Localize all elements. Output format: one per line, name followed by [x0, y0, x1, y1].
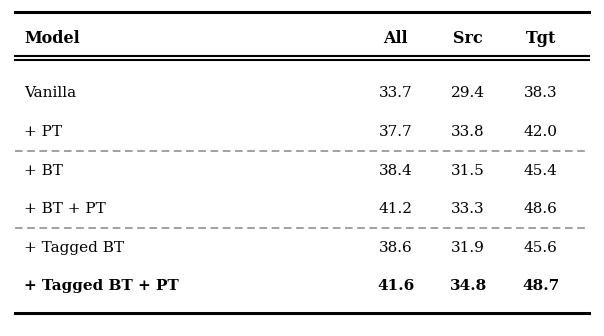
- Text: 37.7: 37.7: [379, 125, 413, 139]
- Text: + BT: + BT: [24, 164, 63, 177]
- Text: 45.6: 45.6: [524, 241, 557, 255]
- Text: Model: Model: [24, 30, 80, 47]
- Text: 31.9: 31.9: [451, 241, 485, 255]
- Text: 29.4: 29.4: [451, 86, 485, 100]
- Text: Vanilla: Vanilla: [24, 86, 76, 100]
- Text: 34.8: 34.8: [449, 280, 487, 293]
- Text: Src: Src: [453, 30, 483, 47]
- Text: 48.7: 48.7: [522, 280, 559, 293]
- Text: 41.2: 41.2: [379, 202, 413, 216]
- Text: 38.6: 38.6: [379, 241, 413, 255]
- Text: 38.4: 38.4: [379, 164, 413, 177]
- Text: 45.4: 45.4: [524, 164, 557, 177]
- Text: 41.6: 41.6: [377, 280, 414, 293]
- Text: 42.0: 42.0: [524, 125, 557, 139]
- Text: 33.8: 33.8: [451, 125, 485, 139]
- Text: 48.6: 48.6: [524, 202, 557, 216]
- Text: 33.3: 33.3: [451, 202, 485, 216]
- Text: + Tagged BT + PT: + Tagged BT + PT: [24, 280, 179, 293]
- Text: + Tagged BT: + Tagged BT: [24, 241, 124, 255]
- Text: All: All: [384, 30, 408, 47]
- Text: 38.3: 38.3: [524, 86, 557, 100]
- Text: + BT + PT: + BT + PT: [24, 202, 106, 216]
- Text: + PT: + PT: [24, 125, 62, 139]
- Text: 33.7: 33.7: [379, 86, 413, 100]
- Text: 31.5: 31.5: [451, 164, 485, 177]
- Text: Tgt: Tgt: [525, 30, 556, 47]
